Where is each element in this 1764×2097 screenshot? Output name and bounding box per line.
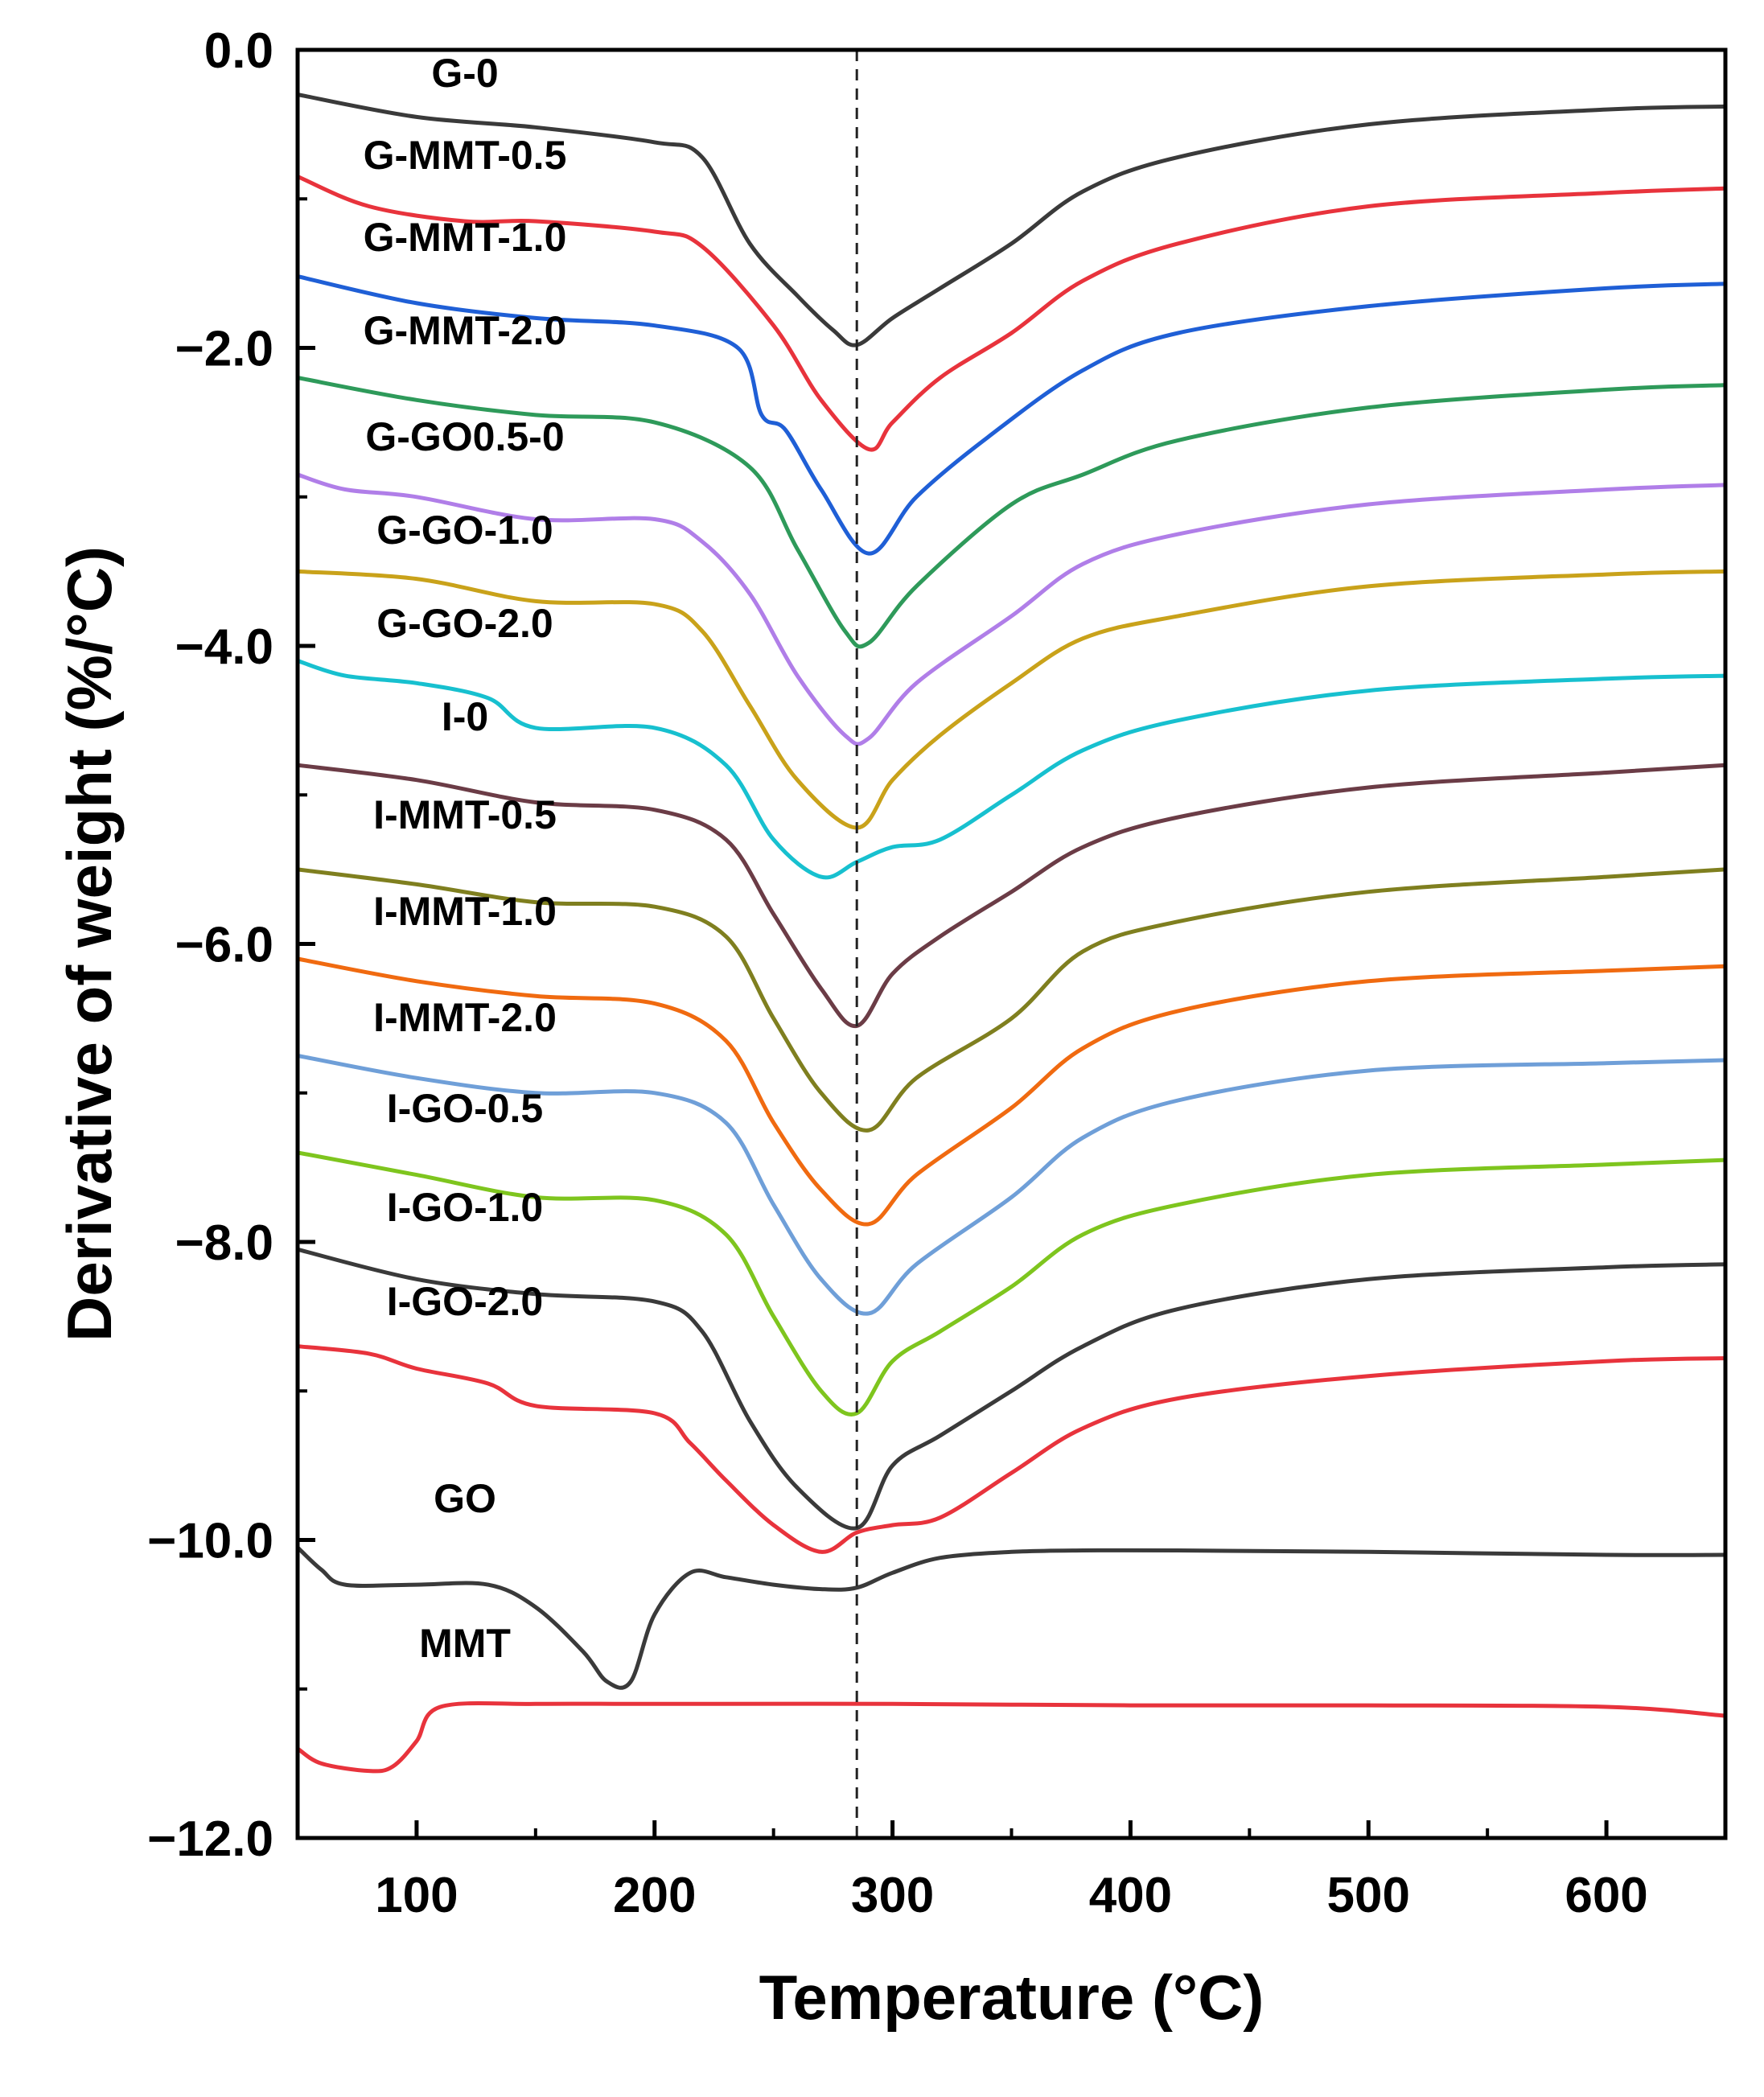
series-line-go	[295, 1545, 1728, 1690]
y-tick-label: 0.0	[204, 23, 273, 79]
series-line-g-mmt-2-0	[295, 376, 1728, 649]
series-line-i-go-2-0	[295, 1344, 1728, 1554]
series-label: I-MMT-0.5	[373, 792, 557, 837]
series-label: G-GO-1.0	[376, 508, 553, 553]
series-line-i-go-1-0	[295, 1247, 1728, 1531]
series-line-g-mmt-0-5	[295, 175, 1728, 452]
series-line-g-go-2-0	[295, 659, 1728, 880]
x-axis-title: Temperature (°C)	[759, 1962, 1264, 2033]
y-axis-title: Derivative of weight (%/°C)	[54, 546, 125, 1342]
series-label: G-MMT-1.0	[364, 215, 567, 260]
x-tick-label: 500	[1327, 1868, 1410, 1923]
x-tick-label: 300	[851, 1868, 934, 1923]
series-line-mmt	[295, 1700, 1728, 1774]
y-tick-label: −4.0	[175, 619, 273, 675]
series-label: GO	[434, 1476, 496, 1521]
series-label: I-MMT-1.0	[373, 889, 557, 934]
series-line-g-go-1-0	[295, 569, 1728, 830]
series-line-g-0	[295, 93, 1728, 347]
series-label: G-MMT-2.0	[364, 308, 567, 353]
series-label: I-GO-1.0	[387, 1185, 543, 1230]
series-labels: G-0 G-MMT-0.5 G-MMT-1.0 G-MMT-2.0 G-GO0.5-0 G…	[364, 51, 567, 1666]
series-label: G-GO0.5-0	[365, 414, 564, 459]
series-label: I-MMT-2.0	[373, 995, 557, 1040]
series-label: I-0	[442, 694, 488, 739]
x-tick-label: 100	[375, 1868, 458, 1923]
series-line-i-go-0-5	[295, 1150, 1728, 1417]
series-label: MMT	[419, 1621, 511, 1666]
series-label: I-GO-0.5	[387, 1086, 543, 1131]
y-tick-label: −8.0	[175, 1215, 273, 1271]
x-tick-label: 400	[1089, 1868, 1172, 1923]
series-layer	[295, 93, 1728, 1774]
series-label: G-0	[431, 51, 498, 96]
ticks-layer: 100 200 300 400 500 600 0.0 −2.0 −4.0 −6.0 −8.0 −10…	[147, 23, 1727, 1923]
series-line-i-mmt-1-0	[295, 956, 1728, 1227]
series-label: G-GO-2.0	[376, 601, 553, 646]
y-tick-label: −6.0	[175, 918, 273, 973]
series-line-i-0	[295, 763, 1728, 1028]
series-line-g-go0-5-0	[295, 472, 1728, 746]
y-tick-label: −2.0	[175, 322, 273, 377]
y-tick-label: −12.0	[147, 1811, 273, 1867]
y-tick-label: −10.0	[147, 1514, 273, 1569]
series-line-i-mmt-2-0	[295, 1053, 1728, 1316]
series-label: I-GO-2.0	[387, 1279, 543, 1324]
series-line-g-mmt-1-0	[295, 274, 1728, 556]
x-tick-label: 200	[613, 1868, 696, 1923]
series-line-i-mmt-0-5	[295, 867, 1728, 1133]
series-label: G-MMT-0.5	[364, 133, 567, 178]
x-tick-label: 600	[1565, 1868, 1647, 1923]
